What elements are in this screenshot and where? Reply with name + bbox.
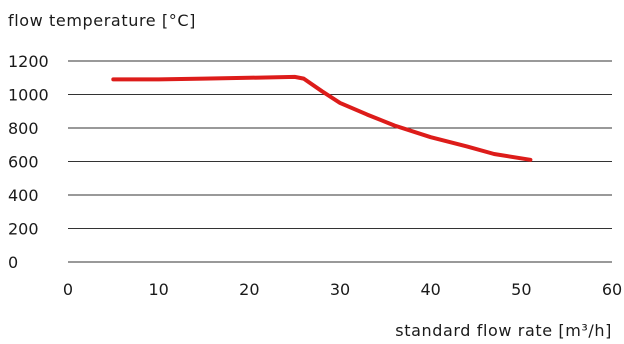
y-tick-label: 1000 (8, 86, 49, 105)
gridlines (68, 60, 612, 263)
y-tick-label: 0 (8, 253, 18, 272)
x-tick-label: 30 (330, 280, 350, 299)
y-tick-label: 400 (8, 186, 39, 205)
x-tick-label: 0 (63, 280, 73, 299)
y-axis-label: flow temperature [°C] (8, 11, 196, 30)
x-tick-labels: 0 10 20 30 40 50 60 (63, 280, 622, 299)
series-layer (111, 74, 533, 162)
y-tick-label: 600 (8, 153, 39, 172)
x-tick-label: 10 (148, 280, 168, 299)
y-tick-labels: 0 200 400 600 800 1000 1200 (8, 52, 49, 272)
y-tick-label: 1200 (8, 52, 49, 71)
x-tick-label: 60 (602, 280, 622, 299)
x-tick-label: 50 (511, 280, 531, 299)
y-tick-label: 800 (8, 119, 39, 138)
x-axis-label: standard flow rate [m³/h] (395, 321, 612, 340)
series-line-0 (111, 74, 533, 162)
y-tick-label: 200 (8, 220, 39, 239)
x-tick-label: 40 (420, 280, 440, 299)
x-tick-label: 20 (239, 280, 259, 299)
